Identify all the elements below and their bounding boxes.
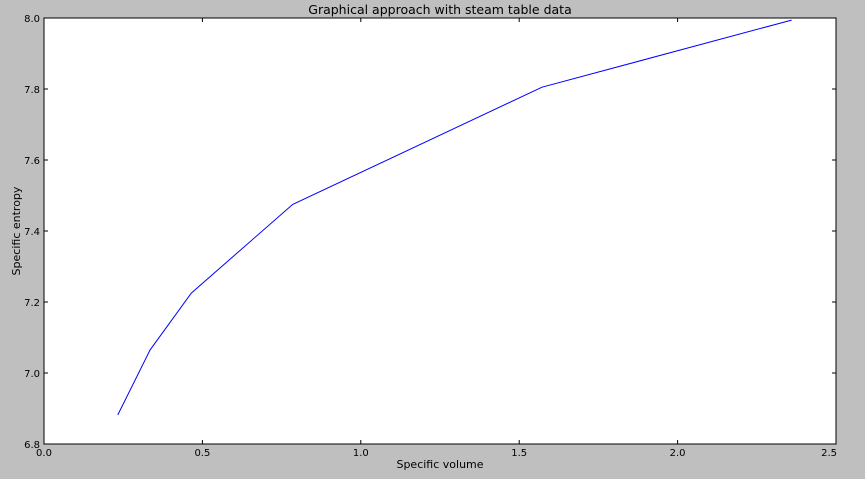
y-tick-label: 7.0 [24, 369, 40, 380]
plot-area [43, 17, 837, 445]
series-layer [117, 19, 792, 416]
y-tick-label: 8.0 [24, 14, 40, 25]
y-axis-label: Specific entropy [10, 186, 23, 275]
x-tick-label: 2.5 [821, 448, 837, 459]
x-tick-label: 0.0 [36, 448, 52, 459]
y-tick-label: 7.8 [24, 85, 40, 96]
x-axis-ticks: 0.0 0.5 1.0 1.5 2.0 2.5 [36, 18, 837, 459]
y-tick-label: 6.8 [24, 440, 40, 451]
y-tick-label: 7.6 [24, 156, 40, 167]
y-tick-label: 7.4 [24, 227, 40, 238]
x-axis-label: Specific volume [396, 458, 483, 471]
series-line [117, 19, 792, 416]
chart-title: Graphical approach with steam table data [308, 2, 571, 17]
x-tick-label: 2.0 [670, 448, 686, 459]
y-tick-label: 7.2 [24, 298, 40, 309]
x-tick-label: 1.0 [353, 448, 369, 459]
x-tick-label: 1.5 [511, 448, 527, 459]
y-axis-ticks: 6.8 7.0 7.2 7.4 7.6 7.8 8.0 [24, 14, 836, 451]
x-tick-label: 0.5 [194, 448, 210, 459]
